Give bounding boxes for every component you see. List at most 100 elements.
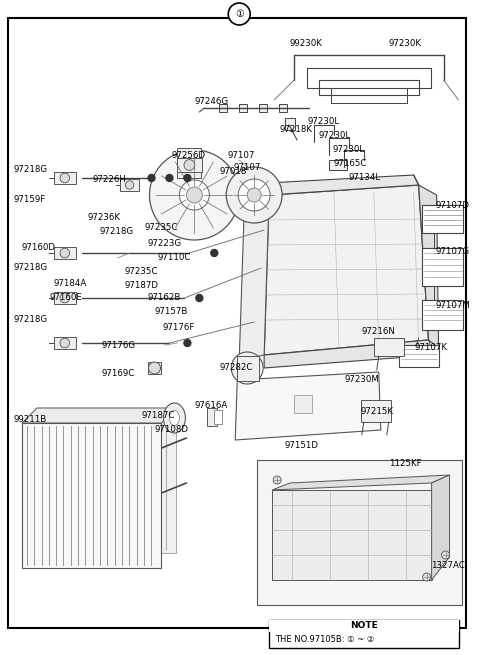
Circle shape xyxy=(148,362,160,374)
Text: 97107: 97107 xyxy=(227,151,254,160)
Polygon shape xyxy=(419,185,439,348)
Text: NOTE: NOTE xyxy=(350,622,378,631)
Text: 97218G: 97218G xyxy=(14,316,48,324)
Text: 97218K: 97218K xyxy=(279,126,312,134)
Text: 97162B: 97162B xyxy=(147,293,181,303)
Bar xyxy=(329,160,347,170)
Circle shape xyxy=(211,250,218,257)
Text: 97157B: 97157B xyxy=(155,307,188,316)
Text: 97236K: 97236K xyxy=(88,214,120,223)
Text: 97218G: 97218G xyxy=(100,227,134,236)
Text: 97176F: 97176F xyxy=(162,322,195,331)
Circle shape xyxy=(273,476,281,484)
Circle shape xyxy=(228,3,250,25)
Circle shape xyxy=(226,167,282,223)
Bar xyxy=(239,104,247,112)
Text: 97230K: 97230K xyxy=(389,39,422,48)
Text: 97218G: 97218G xyxy=(14,263,48,272)
Bar xyxy=(257,460,461,605)
Polygon shape xyxy=(37,408,177,553)
Bar xyxy=(285,118,295,130)
Text: 97110C: 97110C xyxy=(157,253,191,263)
Ellipse shape xyxy=(164,403,185,433)
Text: 97107G: 97107G xyxy=(435,248,470,257)
Text: 97107D: 97107D xyxy=(435,200,469,210)
Text: 97282C: 97282C xyxy=(219,364,252,373)
Bar xyxy=(259,104,267,112)
Text: 99230K: 99230K xyxy=(289,39,322,48)
Text: 97107M: 97107M xyxy=(435,301,470,310)
Text: 1125KF: 1125KF xyxy=(389,458,421,468)
Text: 97230L: 97230L xyxy=(307,117,339,126)
Bar xyxy=(421,205,464,233)
Circle shape xyxy=(148,174,155,181)
Circle shape xyxy=(60,173,70,183)
Circle shape xyxy=(149,150,239,240)
Bar xyxy=(207,408,217,426)
Circle shape xyxy=(196,295,203,301)
Polygon shape xyxy=(432,475,450,580)
Circle shape xyxy=(247,188,261,202)
Circle shape xyxy=(184,174,191,181)
Bar xyxy=(147,362,161,374)
Text: 97184A: 97184A xyxy=(54,278,87,288)
Text: 97159F: 97159F xyxy=(14,195,46,204)
Text: 97256D: 97256D xyxy=(171,151,205,160)
Circle shape xyxy=(422,573,431,581)
Bar xyxy=(399,345,439,367)
Bar xyxy=(294,395,312,413)
Text: 97187C: 97187C xyxy=(142,411,175,419)
Text: 97107: 97107 xyxy=(233,164,261,172)
Text: 97230L: 97230L xyxy=(333,145,365,155)
Bar xyxy=(214,410,222,424)
Circle shape xyxy=(238,179,270,211)
Text: 97235C: 97235C xyxy=(125,267,158,276)
Polygon shape xyxy=(267,175,419,195)
Text: 97160D: 97160D xyxy=(22,242,56,252)
Text: 1327AC: 1327AC xyxy=(431,561,464,569)
Bar xyxy=(374,338,404,356)
Text: 99211B: 99211B xyxy=(14,415,47,424)
Text: 97216N: 97216N xyxy=(362,328,396,337)
Text: 97246G: 97246G xyxy=(194,98,228,107)
Bar xyxy=(361,400,391,422)
Text: 97230M: 97230M xyxy=(345,375,380,384)
Text: 97169C: 97169C xyxy=(102,369,135,377)
Bar xyxy=(237,356,259,381)
Text: 97108D: 97108D xyxy=(155,426,189,434)
Bar xyxy=(269,620,458,648)
Circle shape xyxy=(180,180,209,210)
Polygon shape xyxy=(272,475,450,490)
Circle shape xyxy=(186,187,203,203)
Polygon shape xyxy=(22,423,161,568)
Ellipse shape xyxy=(169,411,180,426)
Text: 97151D: 97151D xyxy=(284,441,318,449)
Text: 97218G: 97218G xyxy=(14,166,48,174)
Text: 97176G: 97176G xyxy=(102,341,136,350)
Bar xyxy=(54,246,76,259)
Circle shape xyxy=(60,248,70,258)
Circle shape xyxy=(442,551,450,559)
Polygon shape xyxy=(22,408,177,423)
Circle shape xyxy=(184,339,191,346)
Text: 97160E: 97160E xyxy=(50,293,83,303)
Circle shape xyxy=(166,174,173,181)
Circle shape xyxy=(60,338,70,348)
Bar xyxy=(279,104,287,112)
Text: ①: ① xyxy=(235,9,244,19)
Circle shape xyxy=(184,160,195,170)
Bar xyxy=(120,179,139,191)
Text: 97134L: 97134L xyxy=(349,174,381,183)
Bar xyxy=(421,248,464,286)
Bar xyxy=(219,104,227,112)
Text: 97616A: 97616A xyxy=(194,400,228,409)
Text: 97187D: 97187D xyxy=(125,280,158,290)
Polygon shape xyxy=(264,340,433,368)
Circle shape xyxy=(60,293,70,303)
Polygon shape xyxy=(239,195,269,360)
Text: THE NO.97105B: ① ~ ②: THE NO.97105B: ① ~ ② xyxy=(275,635,374,645)
Bar xyxy=(421,300,464,330)
Text: 97230L: 97230L xyxy=(319,132,351,141)
Polygon shape xyxy=(235,372,381,440)
Text: 97223G: 97223G xyxy=(147,238,181,248)
